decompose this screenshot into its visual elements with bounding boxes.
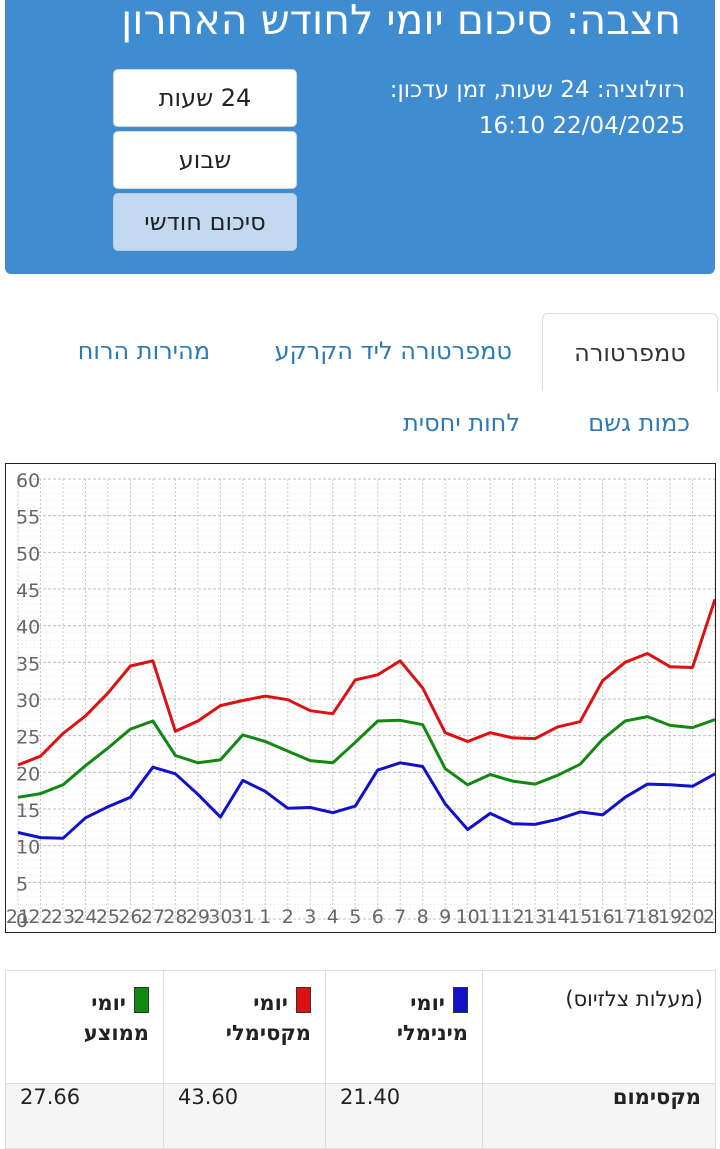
series-line (17, 715, 715, 799)
x-tick-label: 16 (590, 906, 614, 928)
x-tick-label: 19 (658, 906, 682, 928)
x-tick-label: 29 (186, 906, 210, 928)
update-info: רזולוציה: 24 שעות, זמן עדכון: 22/04/2025… (390, 72, 685, 144)
avg-swatch (134, 987, 149, 1013)
x-tick-label: 23 (51, 906, 75, 928)
resolution-week-button[interactable]: שבוע (113, 131, 297, 189)
tab-temperature[interactable]: טמפרטורה (542, 313, 718, 391)
legend-min: יומי מינימלי (325, 970, 483, 1084)
min-label-1: יומי (410, 991, 445, 1015)
legend-avg: יומי ממוצע (5, 970, 164, 1084)
value-min: 21.40 (325, 1083, 483, 1149)
station-header: חצבה: סיכום יומי לחודש האחרון רזולוציה: … (5, 0, 715, 274)
x-tick-label: 20 (680, 906, 704, 928)
y-tick-label: 30 (16, 690, 40, 712)
y-tick-label: 40 (16, 617, 40, 639)
x-tick-label: 6 (372, 906, 384, 928)
min-swatch (453, 987, 468, 1013)
temperature-chart: 0 5 10 15 20 25 30 35 40 45 50 55 60 21 22 23 24 25 26 27 28… (5, 463, 716, 933)
x-tick-label: 9 (439, 906, 451, 928)
min-label-2: מינימלי (396, 1021, 468, 1045)
row-label-maximum: מקסימום (482, 1083, 716, 1149)
resolution-24h-button[interactable]: 24 שעות (113, 69, 297, 127)
page-title: חצבה: סיכום יומי לחודש האחרון (121, 0, 681, 44)
x-tick-label: 3 (304, 906, 316, 928)
x-tick-label: 11 (478, 906, 502, 928)
series-line (17, 598, 715, 767)
max-label-2: מקסימלי (225, 1021, 311, 1045)
x-tick-label: 28 (163, 906, 187, 928)
y-tick-label: 20 (16, 763, 40, 785)
legend-max: יומי מקסימלי (163, 970, 326, 1084)
x-tick-label: 25 (96, 906, 120, 928)
tab-ground-temperature[interactable]: טמפרטורה ליד הקרקע (274, 337, 512, 365)
x-tick-label: 21 (703, 906, 716, 928)
x-tick-label: 18 (635, 906, 659, 928)
chart-canvas: 0510152025303540455055602122232425262728… (6, 470, 716, 932)
monthly-summary-button[interactable]: סיכום חודשי (113, 193, 297, 251)
y-tick-label: 15 (16, 800, 40, 822)
x-tick-label: 17 (613, 906, 637, 928)
x-tick-label: 13 (523, 906, 547, 928)
x-tick-label: 27 (141, 906, 165, 928)
max-swatch (296, 987, 311, 1013)
y-tick-label: 50 (16, 543, 40, 565)
tab-wind-speed[interactable]: מהירות הרוח (77, 337, 210, 365)
y-tick-label: 45 (16, 580, 40, 602)
table-row: מקסימום 21.40 43.60 27.66 (5, 1083, 716, 1149)
metric-tabs: טמפרטורה טמפרטורה ליד הקרקע מהירות הרוח … (0, 313, 720, 437)
x-tick-label: 10 (456, 906, 480, 928)
tab-humidity[interactable]: לחות יחסית (402, 409, 520, 437)
y-tick-label: 0 (16, 910, 28, 932)
x-tick-label: 21 (6, 906, 30, 928)
avg-label-1: יומי (91, 991, 126, 1015)
max-label-1: יומי (253, 991, 288, 1015)
tab-rainfall[interactable]: כמות גשם (588, 409, 690, 437)
stats-table: (מעלות צלזיוס) יומי מינימלי יומי מקסימלי י… (5, 970, 716, 1149)
x-tick-label: 4 (327, 906, 339, 928)
x-tick-label: 8 (417, 906, 429, 928)
x-tick-label: 2 (282, 906, 294, 928)
value-max: 43.60 (163, 1083, 326, 1149)
y-tick-label: 60 (16, 470, 40, 492)
x-tick-label: 24 (73, 906, 97, 928)
series-line (17, 761, 715, 840)
y-tick-label: 5 (16, 873, 28, 895)
y-tick-label: 25 (16, 727, 40, 749)
x-tick-label: 31 (231, 906, 255, 928)
x-tick-label: 5 (349, 906, 361, 928)
x-tick-label: 30 (208, 906, 232, 928)
y-tick-label: 55 (16, 507, 40, 529)
resolution-text: רזולוציה: 24 שעות, זמן עדכון: (389, 77, 685, 103)
x-tick-label: 7 (394, 906, 406, 928)
x-tick-label: 15 (568, 906, 592, 928)
x-tick-label: 26 (118, 906, 142, 928)
x-tick-label: 12 (501, 906, 525, 928)
update-time: 22/04/2025 16:10 (478, 113, 685, 139)
y-tick-label: 10 (16, 837, 40, 859)
x-tick-label: 1 (259, 906, 271, 928)
unit-label: (מעלות צלזיוס) (482, 970, 716, 1084)
x-tick-label: 22 (28, 906, 52, 928)
x-tick-label: 14 (546, 906, 570, 928)
avg-label-2: ממוצע (83, 1021, 149, 1045)
y-tick-label: 35 (16, 653, 40, 675)
value-avg: 27.66 (5, 1083, 164, 1149)
